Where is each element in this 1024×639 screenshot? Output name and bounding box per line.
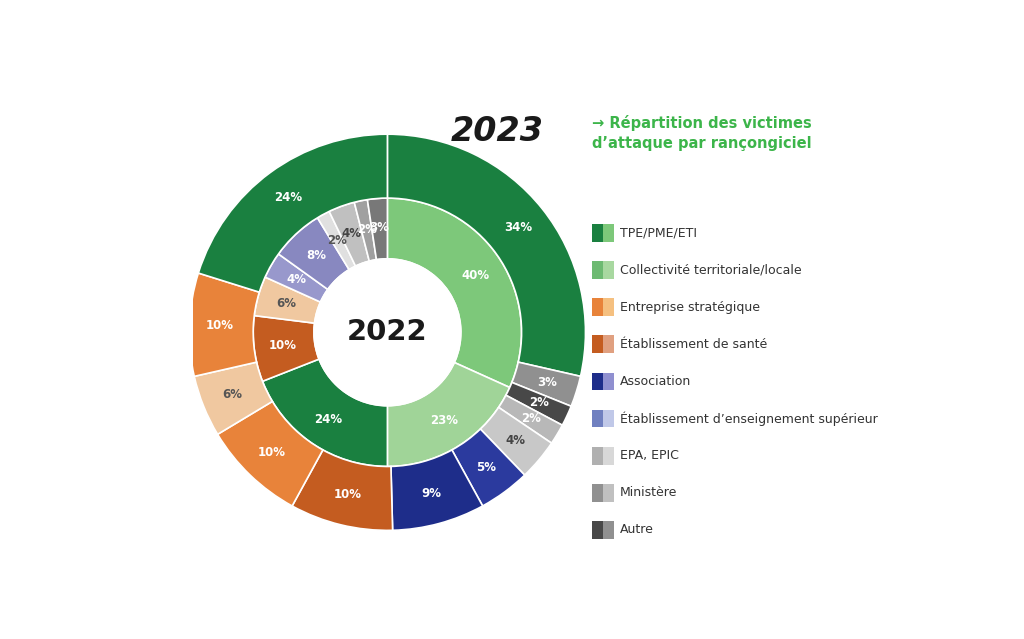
Wedge shape [218, 401, 323, 506]
Text: TPE/PME/ETI: TPE/PME/ETI [620, 227, 697, 240]
Text: → Répartition des victimes
d’attaque par rançongiciel: → Répartition des victimes d’attaque par… [592, 115, 812, 151]
Wedge shape [195, 362, 272, 435]
Bar [603, 521, 613, 539]
Text: 2%: 2% [328, 233, 347, 247]
Bar [603, 410, 613, 427]
Text: 2%: 2% [356, 223, 377, 236]
Bar [592, 521, 603, 539]
Circle shape [314, 259, 461, 406]
Wedge shape [391, 450, 482, 530]
Text: 3%: 3% [538, 376, 557, 389]
Bar [592, 447, 603, 465]
Text: Établissement de santé: Établissement de santé [620, 338, 767, 351]
Wedge shape [329, 202, 370, 266]
Wedge shape [354, 199, 377, 261]
Text: Entreprise stratégique: Entreprise stratégique [620, 301, 760, 314]
Text: 34%: 34% [504, 221, 532, 235]
Text: 10%: 10% [257, 447, 286, 459]
Wedge shape [512, 362, 581, 406]
Text: 10%: 10% [334, 488, 362, 502]
Wedge shape [253, 316, 319, 381]
Wedge shape [387, 134, 586, 376]
Bar [603, 373, 613, 390]
Text: Établissement d’enseignement supérieur: Établissement d’enseignement supérieur [620, 412, 878, 426]
Bar [603, 447, 613, 465]
Text: 2023: 2023 [451, 116, 544, 148]
Text: 2%: 2% [521, 412, 541, 425]
Bar [592, 410, 603, 427]
Text: Autre: Autre [620, 523, 654, 536]
Text: Association: Association [620, 375, 691, 388]
Text: 6%: 6% [222, 389, 242, 401]
Wedge shape [199, 134, 387, 292]
Text: 4%: 4% [341, 227, 361, 240]
Text: 3%: 3% [370, 221, 389, 234]
Text: 6%: 6% [276, 297, 296, 311]
Text: 2%: 2% [529, 396, 549, 410]
Text: 2022: 2022 [347, 318, 428, 346]
Text: 8%: 8% [306, 249, 326, 262]
Text: 24%: 24% [274, 191, 302, 204]
Bar [592, 261, 603, 279]
Wedge shape [317, 212, 355, 270]
Bar [603, 484, 613, 502]
Wedge shape [265, 254, 328, 302]
Text: 10%: 10% [206, 319, 234, 332]
Text: 40%: 40% [462, 269, 489, 282]
Wedge shape [254, 277, 321, 323]
Bar [592, 335, 603, 353]
Wedge shape [506, 382, 571, 425]
Bar [592, 224, 603, 242]
Bar [592, 298, 603, 316]
Bar [603, 298, 613, 316]
Bar [603, 261, 613, 279]
Text: 4%: 4% [287, 273, 306, 286]
Text: 24%: 24% [314, 413, 342, 426]
Wedge shape [387, 198, 521, 387]
Bar [603, 335, 613, 353]
Text: EPA, EPIC: EPA, EPIC [620, 449, 679, 462]
Text: Collectivité territoriale/locale: Collectivité territoriale/locale [620, 264, 802, 277]
Text: 5%: 5% [476, 461, 497, 473]
Wedge shape [480, 408, 552, 475]
Wedge shape [499, 396, 562, 443]
Bar [592, 373, 603, 390]
Wedge shape [292, 450, 392, 530]
Wedge shape [368, 198, 387, 259]
Wedge shape [262, 359, 387, 466]
Text: 9%: 9% [421, 488, 441, 500]
Bar [592, 484, 603, 502]
Wedge shape [189, 273, 259, 376]
Wedge shape [387, 362, 510, 466]
Wedge shape [452, 429, 524, 506]
Bar [603, 224, 613, 242]
Text: Ministère: Ministère [620, 486, 677, 499]
Text: 4%: 4% [506, 434, 525, 447]
Wedge shape [279, 218, 349, 289]
Text: 23%: 23% [430, 414, 459, 427]
Text: 10%: 10% [269, 339, 297, 352]
